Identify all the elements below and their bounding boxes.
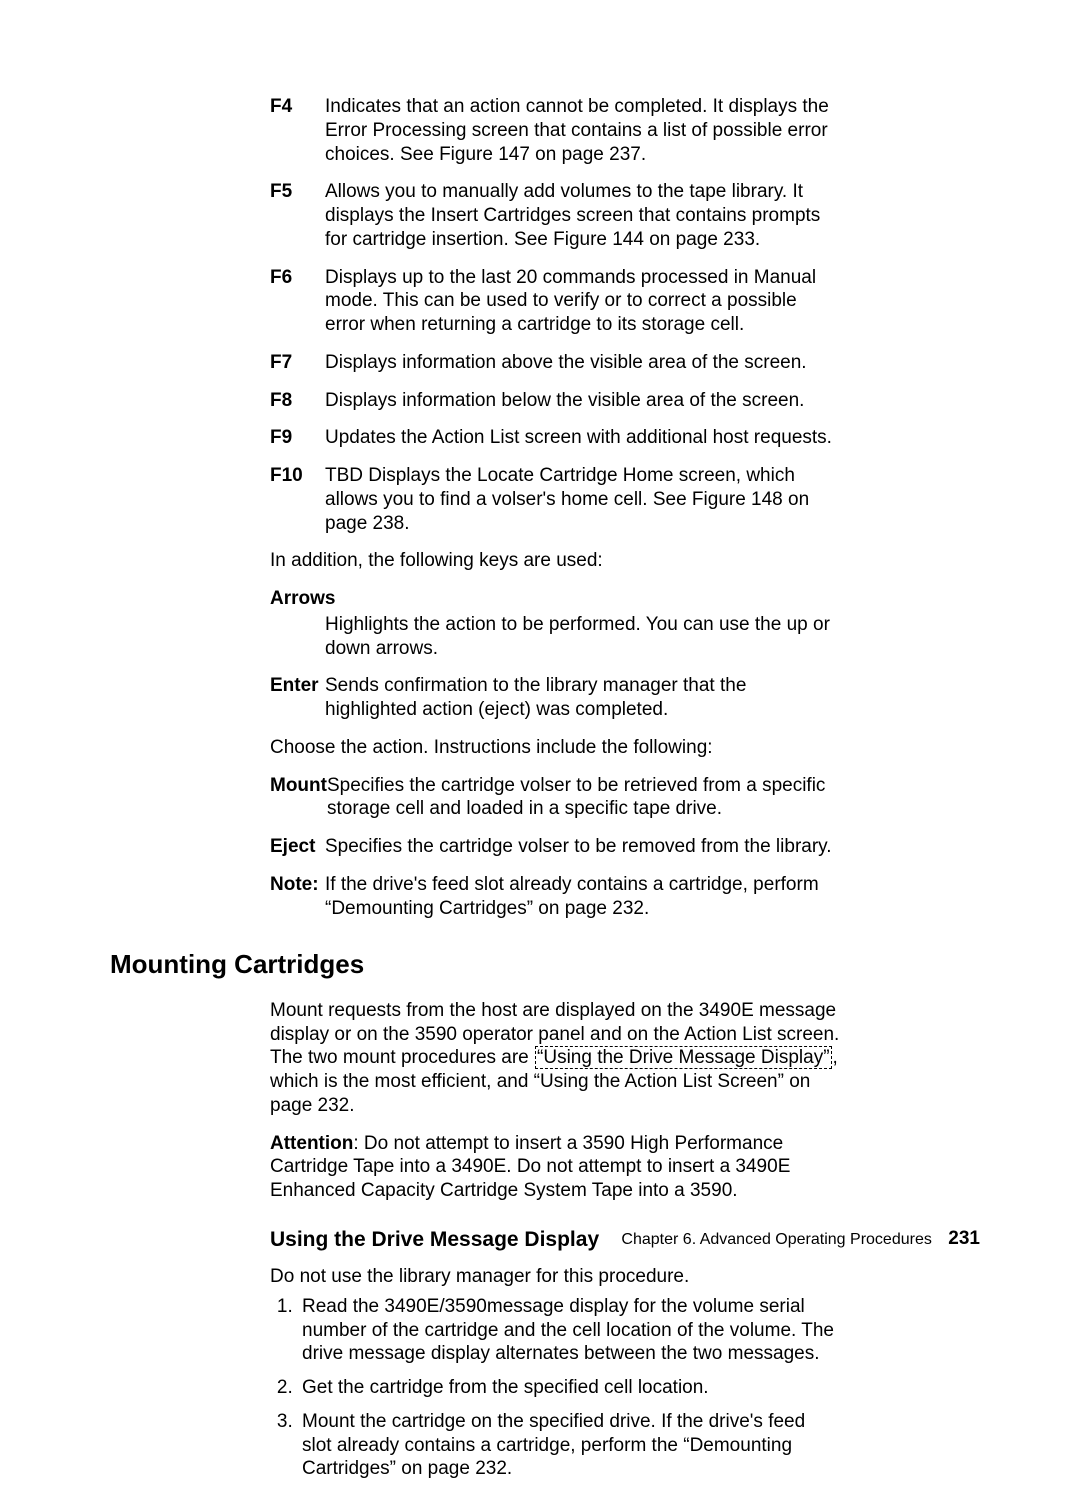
fkey-term: F7 xyxy=(270,351,325,375)
fkey-desc: TBD Displays the Locate Cartridge Home s… xyxy=(325,464,840,535)
attention-paragraph: Attention: Do not attempt to insert a 35… xyxy=(270,1132,840,1203)
page-footer: Chapter 6. Advanced Operating Procedures… xyxy=(0,1227,980,1251)
arrows-desc: Highlights the action to be performed. Y… xyxy=(325,613,840,661)
fkey-row: F10 TBD Displays the Locate Cartridge Ho… xyxy=(270,464,840,535)
additional-keys-intro: In addition, the following keys are used… xyxy=(270,549,840,573)
step-item: Mount the cartridge on the specified dri… xyxy=(298,1410,840,1481)
fkey-row: F4 Indicates that an action cannot be co… xyxy=(270,95,840,166)
procedure-steps: Read the 3490E/3590message display for t… xyxy=(270,1295,840,1481)
eject-desc: Specifies the cartridge volser to be rem… xyxy=(325,835,840,859)
fkey-desc: Allows you to manually add volumes to th… xyxy=(325,180,840,251)
fkey-term: F9 xyxy=(270,426,325,450)
fkey-desc: Displays information above the visible a… xyxy=(325,351,840,375)
arrows-row: Arrows Highlights the action to be perfo… xyxy=(270,587,840,660)
fkey-desc: Displays up to the last 20 commands proc… xyxy=(325,266,840,337)
fkey-row: F9 Updates the Action List screen with a… xyxy=(270,426,840,450)
mounting-cartridges-heading: Mounting Cartridges xyxy=(110,948,970,981)
fkey-term: F10 xyxy=(270,464,325,535)
mount-term: Mount xyxy=(270,774,327,822)
step-item: Get the cartridge from the specified cel… xyxy=(298,1376,840,1400)
eject-row: Eject Specifies the cartridge volser to … xyxy=(270,835,840,859)
enter-term: Enter xyxy=(270,674,325,722)
eject-term: Eject xyxy=(270,835,325,859)
note-row: Note: If the drive's feed slot already c… xyxy=(270,873,840,921)
fkey-term: F6 xyxy=(270,266,325,337)
h3-intro: Do not use the library manager for this … xyxy=(270,1265,840,1289)
fkey-desc: Displays information below the visible a… xyxy=(325,389,840,413)
page-content: F4 Indicates that an action cannot be co… xyxy=(110,95,970,1491)
fkey-desc: Updates the Action List screen with addi… xyxy=(325,426,840,450)
footer-chapter: Chapter 6. Advanced Operating Procedures xyxy=(621,1231,931,1248)
fkey-term: F5 xyxy=(270,180,325,251)
fkey-row: F6 Displays up to the last 20 commands p… xyxy=(270,266,840,337)
function-keys-block: F4 Indicates that an action cannot be co… xyxy=(270,95,840,920)
footer-page-number: 231 xyxy=(948,1228,980,1249)
note-label: Note: xyxy=(270,873,325,921)
fkey-row: F7 Displays information above the visibl… xyxy=(270,351,840,375)
drive-message-display-link[interactable]: “Using the Drive Message Display” xyxy=(535,1046,832,1069)
fkey-row: F8 Displays information below the visibl… xyxy=(270,389,840,413)
enter-desc: Sends confirmation to the library manage… xyxy=(325,674,840,722)
mount-row: Mount Specifies the cartridge volser to … xyxy=(270,774,840,822)
mount-paragraph-1: Mount requests from the host are display… xyxy=(270,999,840,1118)
mount-desc: Specifies the cartridge volser to be ret… xyxy=(327,774,840,822)
step-item: Read the 3490E/3590message display for t… xyxy=(298,1295,840,1366)
attention-label: Attention xyxy=(270,1133,353,1154)
note-text: If the drive's feed slot already contain… xyxy=(325,873,840,921)
fkey-term: F4 xyxy=(270,95,325,166)
fkey-term: F8 xyxy=(270,389,325,413)
enter-row: Enter Sends confirmation to the library … xyxy=(270,674,840,722)
fkey-row: F5 Allows you to manually add volumes to… xyxy=(270,180,840,251)
choose-action-intro: Choose the action. Instructions include … xyxy=(270,736,840,760)
arrows-term: Arrows xyxy=(270,587,840,611)
fkey-desc: Indicates that an action cannot be compl… xyxy=(325,95,840,166)
